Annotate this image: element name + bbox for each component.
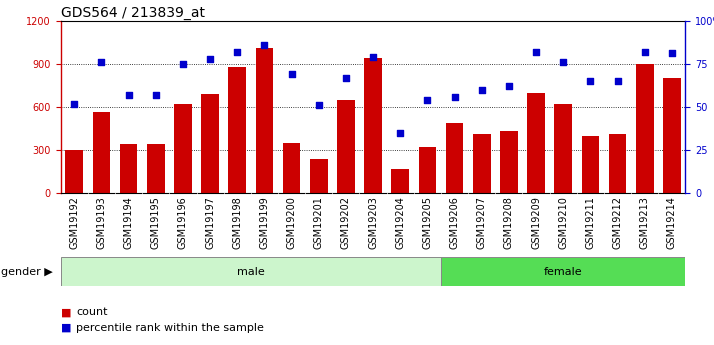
Point xyxy=(340,75,351,80)
Bar xyxy=(527,92,545,193)
Text: GSM19205: GSM19205 xyxy=(423,196,433,249)
Text: GSM19196: GSM19196 xyxy=(178,196,188,249)
Text: GSM19200: GSM19200 xyxy=(286,196,296,249)
Point xyxy=(177,61,188,67)
Point xyxy=(395,130,406,136)
Text: female: female xyxy=(544,267,583,277)
Text: GSM19206: GSM19206 xyxy=(450,196,460,249)
Bar xyxy=(391,169,409,193)
Point xyxy=(503,83,515,89)
Bar xyxy=(500,131,518,193)
Point xyxy=(531,49,542,55)
Point xyxy=(313,102,324,108)
Point xyxy=(286,71,297,77)
Point xyxy=(204,56,216,61)
Point xyxy=(422,97,433,103)
Text: GSM19198: GSM19198 xyxy=(232,196,242,249)
Text: ■: ■ xyxy=(61,323,71,333)
Text: GSM19202: GSM19202 xyxy=(341,196,351,249)
Bar xyxy=(61,257,441,286)
Text: GSM19210: GSM19210 xyxy=(558,196,568,249)
Bar xyxy=(446,123,463,193)
Bar xyxy=(337,100,355,193)
Point xyxy=(69,101,80,106)
Bar xyxy=(201,94,219,193)
Text: GDS564 / 213839_at: GDS564 / 213839_at xyxy=(61,6,205,20)
Point xyxy=(231,49,243,55)
Bar xyxy=(147,144,165,193)
Text: GSM19199: GSM19199 xyxy=(259,196,269,249)
Text: GSM19195: GSM19195 xyxy=(151,196,161,249)
Text: male: male xyxy=(237,267,265,277)
Bar xyxy=(441,257,685,286)
Bar xyxy=(418,147,436,193)
Text: percentile rank within the sample: percentile rank within the sample xyxy=(76,323,264,333)
Text: GSM19213: GSM19213 xyxy=(640,196,650,249)
Text: GSM19193: GSM19193 xyxy=(96,196,106,249)
Text: GSM19209: GSM19209 xyxy=(531,196,541,249)
Text: GSM19208: GSM19208 xyxy=(504,196,514,249)
Bar xyxy=(554,104,572,193)
Bar xyxy=(310,159,328,193)
Bar xyxy=(473,134,491,193)
Point xyxy=(666,51,678,56)
Point xyxy=(558,59,569,65)
Bar xyxy=(174,104,192,193)
Bar xyxy=(228,67,246,193)
Point xyxy=(476,87,488,92)
Bar xyxy=(364,58,382,193)
Bar xyxy=(581,136,599,193)
Bar xyxy=(93,112,110,193)
Bar xyxy=(663,78,680,193)
Text: GSM19212: GSM19212 xyxy=(613,196,623,249)
Bar xyxy=(256,48,273,193)
Bar xyxy=(609,134,626,193)
Text: ■: ■ xyxy=(61,307,71,317)
Text: GSM19207: GSM19207 xyxy=(477,196,487,249)
Point xyxy=(258,42,270,48)
Bar xyxy=(636,64,653,193)
Text: gender ▶: gender ▶ xyxy=(1,267,53,277)
Bar xyxy=(66,150,83,193)
Text: GSM19214: GSM19214 xyxy=(667,196,677,249)
Text: GSM19192: GSM19192 xyxy=(69,196,79,249)
Point xyxy=(449,94,461,99)
Point xyxy=(96,59,107,65)
Point xyxy=(150,92,161,98)
Text: GSM19197: GSM19197 xyxy=(205,196,215,249)
Point xyxy=(612,78,623,84)
Point xyxy=(123,92,134,98)
Text: count: count xyxy=(76,307,108,317)
Point xyxy=(585,78,596,84)
Bar xyxy=(283,143,301,193)
Text: GSM19201: GSM19201 xyxy=(313,196,323,249)
Bar xyxy=(120,144,137,193)
Point xyxy=(639,49,650,55)
Text: GSM19211: GSM19211 xyxy=(585,196,595,249)
Text: GSM19203: GSM19203 xyxy=(368,196,378,249)
Point xyxy=(367,54,378,60)
Text: GSM19204: GSM19204 xyxy=(396,196,406,249)
Text: GSM19194: GSM19194 xyxy=(124,196,134,249)
